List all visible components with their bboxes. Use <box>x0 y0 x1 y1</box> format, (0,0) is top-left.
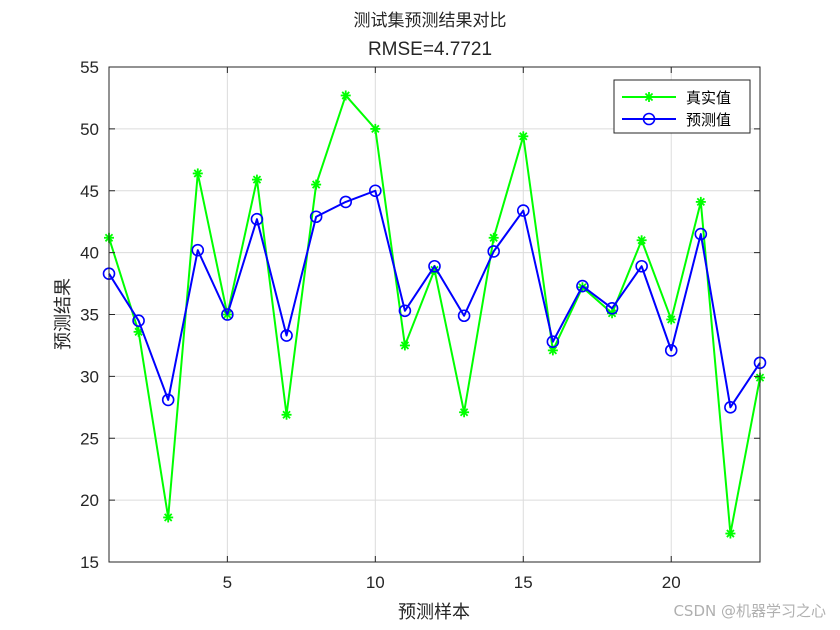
x-tick-label: 10 <box>366 573 385 592</box>
data-point-actual <box>725 528 736 539</box>
data-point-actual <box>459 407 470 418</box>
y-axis-label: 预测结果 <box>53 278 74 350</box>
data-point-predicted <box>516 204 530 217</box>
data-point-predicted <box>191 243 205 257</box>
data-point-predicted <box>576 279 589 293</box>
data-point-predicted <box>250 212 264 226</box>
data-point-actual <box>192 168 203 179</box>
chart-title: 测试集预测结果对比 <box>354 11 507 31</box>
series-line-predicted <box>108 189 761 409</box>
data-point-actual <box>488 232 499 243</box>
data-point-actual <box>370 123 381 134</box>
data-point-predicted <box>309 210 323 224</box>
data-point-actual <box>636 235 647 246</box>
legend-marker-actual-glyph <box>644 92 654 102</box>
y-tick-label: 50 <box>80 120 99 139</box>
data-point-predicted <box>664 344 678 357</box>
x-tick-label: 5 <box>223 573 232 592</box>
data-point-actual <box>163 512 174 523</box>
data-point-predicted <box>339 195 353 209</box>
data-point-actual <box>399 340 410 351</box>
y-tick-label: 45 <box>80 182 99 201</box>
y-tick-label: 55 <box>80 58 99 77</box>
legend-marker-actual <box>644 92 654 102</box>
y-tick-label: 25 <box>80 429 99 448</box>
legend-marker-predicted <box>642 112 656 126</box>
watermark: CSDN @机器学习之心 <box>673 602 826 620</box>
data-point-predicted <box>398 304 412 318</box>
x-tick-label: 15 <box>514 573 533 592</box>
legend-label-predicted: 预测值 <box>686 111 731 129</box>
y-tick-label: 15 <box>80 553 99 572</box>
data-point-predicted <box>428 259 441 273</box>
data-point-predicted <box>457 309 471 323</box>
x-axis-label: 预测样本 <box>398 602 470 623</box>
y-tick-label: 40 <box>80 244 99 263</box>
data-point-predicted <box>221 308 234 321</box>
data-point-predicted <box>635 259 648 273</box>
data-point-predicted <box>724 401 737 414</box>
data-point-actual <box>518 131 529 142</box>
data-point-predicted <box>161 393 175 407</box>
y-tick-label: 20 <box>80 491 99 510</box>
data-point-actual <box>695 196 706 207</box>
data-point-actual <box>311 179 322 190</box>
ticks: 5 10 15 20 15 20 25 30 35 40 45 50 55 <box>80 58 760 592</box>
data-point-predicted <box>369 184 382 198</box>
chart-subtitle: RMSE=4.7721 <box>368 39 492 60</box>
legend: 真实值 预测值 <box>613 79 751 134</box>
series-layer <box>102 90 767 539</box>
legend-label-actual: 真实值 <box>686 89 731 107</box>
legend-box <box>613 79 751 134</box>
data-point-actual <box>340 90 351 101</box>
y-tick-label: 35 <box>80 306 99 325</box>
data-point-predicted <box>132 314 145 327</box>
y-tick-label: 30 <box>80 367 99 386</box>
data-point-predicted <box>546 335 560 349</box>
data-point-actual <box>666 314 677 325</box>
data-point-predicted <box>280 329 293 342</box>
data-point-predicted <box>694 227 708 241</box>
data-point-actual <box>251 174 262 185</box>
x-tick-label: 20 <box>662 573 681 592</box>
data-point-predicted <box>487 245 500 258</box>
data-point-predicted <box>605 302 619 315</box>
data-point-actual <box>281 409 292 420</box>
